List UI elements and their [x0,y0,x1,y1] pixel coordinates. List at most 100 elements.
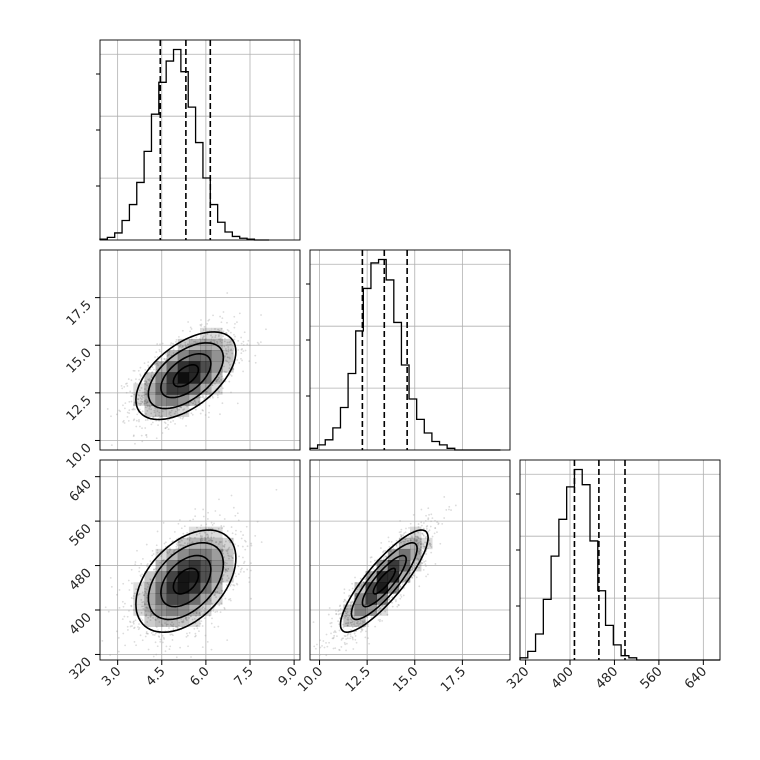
sample-point [404,540,407,543]
sample-point [167,619,169,622]
sample-point [215,380,218,382]
sample-point [140,562,143,565]
sample-point [362,621,365,624]
sample-point [137,394,140,397]
sample-point [343,588,346,591]
sample-point [436,521,439,524]
sample-point [193,617,196,620]
pair-panel-p1-p3 [99,459,301,661]
sample-point [222,330,225,333]
sample-point [202,335,205,338]
sample-point [163,558,165,561]
sample-point [400,536,403,539]
sample-point [146,392,148,395]
sample-point [385,556,388,558]
sample-point [158,348,161,351]
sample-point [148,404,151,407]
sample-point [236,512,239,515]
sample-point [163,357,166,360]
sample-point [133,626,136,629]
sample-point [349,602,352,605]
sample-point [374,559,376,562]
sample-point [349,633,352,636]
sample-point [145,384,148,387]
sample-point [175,547,178,550]
sample-point [429,542,431,545]
sample-point [137,398,140,401]
sample-point [378,620,381,623]
sample-point [330,625,333,628]
density-cell [365,593,377,605]
sample-point [178,624,180,627]
sample-point [118,606,121,609]
sample-point [159,343,161,346]
density-cell [155,571,167,583]
density-cell [155,604,167,616]
sample-point [145,632,148,635]
sample-point [362,626,365,628]
sample-point [397,604,400,607]
sample-point [186,634,189,637]
density-cell [166,394,179,406]
sample-point [122,582,125,585]
sample-point [160,358,163,361]
sample-point [143,399,146,402]
sample-point [236,321,238,324]
density-cell [354,604,366,616]
sample-point [237,519,240,522]
sample-point [209,334,212,337]
sample-point [215,596,217,598]
sample-point [240,342,243,345]
sample-point [402,594,405,597]
sample-point [231,532,234,535]
sample-point [221,577,224,580]
sample-point [223,546,226,548]
sample-point [186,537,189,539]
sample-point [421,532,424,535]
sample-point [142,600,145,603]
sample-point [220,583,223,585]
sample-point [224,568,227,571]
sample-point [208,539,210,542]
sample-point [349,601,352,604]
density-cell [177,350,190,362]
sample-point [198,611,201,614]
sample-point [179,343,182,346]
sample-point [157,424,159,427]
sample-point [220,379,222,381]
sample-point [140,400,142,403]
sample-point [430,513,433,516]
sample-point [134,381,137,384]
sample-point [146,404,149,407]
sample-point [155,544,158,547]
sample-point [185,425,187,427]
sample-point [226,530,229,532]
sample-point [240,336,243,339]
sample-point [422,568,425,571]
sample-point [247,339,250,342]
sample-point [184,343,187,346]
sample-point [399,594,402,596]
sample-point [361,623,364,625]
sample-point [241,545,244,548]
sample-point [119,410,122,413]
sample-point [227,348,230,351]
sample-point [330,632,332,635]
sample-point [242,340,245,343]
sample-point [144,427,147,429]
sample-point [219,541,222,544]
sample-point [205,396,208,399]
sample-point [145,615,147,617]
sample-point [138,570,141,573]
contour-level-0 [172,364,200,388]
sample-point [142,394,145,397]
sample-point [172,342,174,345]
sample-point [343,592,346,594]
sample-point [346,605,349,607]
sample-point [154,414,157,417]
density-cell [200,582,212,594]
sample-point [417,551,420,554]
xtick-label-p1-1: 4.5 [143,664,168,689]
sample-point [341,618,344,620]
sample-point [143,603,146,606]
